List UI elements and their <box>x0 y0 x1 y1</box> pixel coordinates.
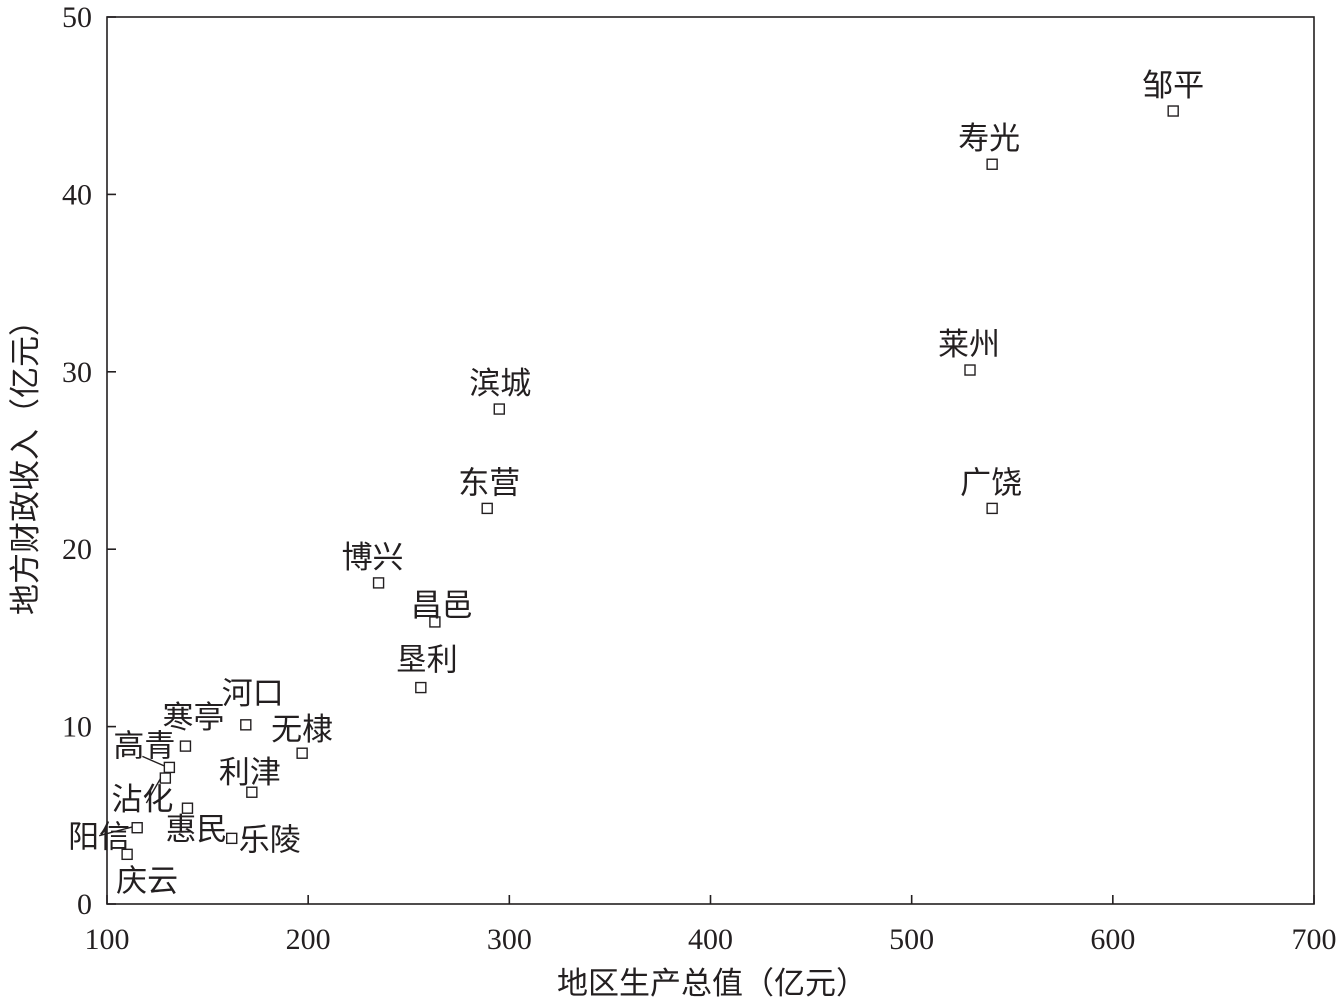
leader-line <box>145 776 162 804</box>
data-point <box>226 832 238 845</box>
y-tick-label: 0 <box>77 888 92 921</box>
leader-lines <box>98 755 166 837</box>
data-point <box>986 502 998 515</box>
point-label: 邹平 <box>1142 68 1204 104</box>
data-point <box>121 848 133 861</box>
point-label: 无棣 <box>271 712 333 748</box>
data-point <box>131 822 143 834</box>
x-tick-label: 300 <box>487 923 532 956</box>
x-tick-label: 100 <box>85 923 130 956</box>
point-label: 利津 <box>219 755 281 791</box>
point-label: 惠民 <box>165 812 227 848</box>
x-tick-label: 400 <box>688 923 733 956</box>
y-axis-title: 地方财政收入（亿元） <box>8 305 44 615</box>
data-points <box>121 105 1179 861</box>
data-point <box>181 802 194 814</box>
point-label: 沾化 <box>111 782 173 818</box>
data-point <box>179 740 192 752</box>
data-point <box>481 502 493 515</box>
point-label: 寿光 <box>958 121 1020 157</box>
data-point <box>1167 105 1179 117</box>
data-point <box>372 577 385 589</box>
point-label: 博兴 <box>342 540 404 576</box>
plot-frame <box>106 16 1315 905</box>
y-tick-label: 50 <box>62 1 92 34</box>
x-axis: 100 200 300 400 500 600 700 <box>85 895 1337 956</box>
point-label: 阳信 <box>68 820 130 856</box>
data-point <box>964 364 976 376</box>
x-axis-title: 地区生产总值（亿元） <box>557 966 867 1002</box>
point-label: 寒亭 <box>162 700 224 736</box>
leader-line <box>142 755 166 768</box>
data-point <box>159 772 172 784</box>
y-tick-label: 40 <box>62 178 92 211</box>
point-label: 垦利 <box>396 643 458 679</box>
y-tick-label: 20 <box>62 533 92 566</box>
x-tick-label: 200 <box>286 923 331 956</box>
point-label: 昌邑 <box>411 588 473 624</box>
point-label: 庆云 <box>116 863 178 899</box>
x-tick-label: 700 <box>1292 923 1337 956</box>
point-label: 东营 <box>458 465 520 501</box>
point-label: 广饶 <box>960 465 1022 501</box>
y-tick-label: 30 <box>62 356 92 389</box>
point-label: 高青 <box>113 728 175 764</box>
x-tick-label: 500 <box>889 923 934 956</box>
y-axis: 0 10 20 30 40 50 <box>62 1 116 921</box>
data-point <box>246 786 258 798</box>
data-point <box>296 747 308 759</box>
x-tick-label: 600 <box>1090 923 1135 956</box>
y-tick-label: 10 <box>62 711 92 744</box>
data-point <box>240 719 252 731</box>
data-point <box>415 681 427 694</box>
data-point <box>986 158 998 170</box>
data-point <box>429 616 441 628</box>
point-label: 河口 <box>222 676 284 712</box>
leader-line <box>98 826 134 837</box>
data-point <box>493 403 505 415</box>
point-label: 乐陵 <box>239 822 301 858</box>
point-label: 莱州 <box>938 327 1000 363</box>
point-label: 滨城 <box>469 366 531 402</box>
